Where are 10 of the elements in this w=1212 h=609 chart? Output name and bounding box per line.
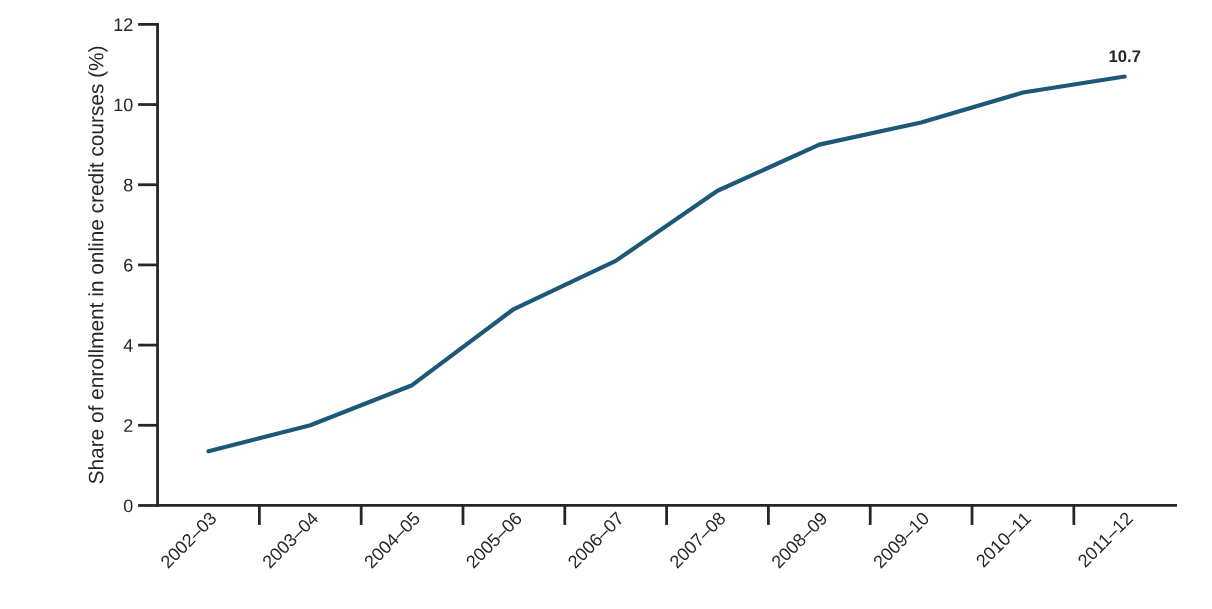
y-tick-label: 12 xyxy=(114,18,133,31)
y-tick-label: 2 xyxy=(124,419,133,432)
data-label: 10.7 xyxy=(1109,50,1141,63)
y-tick-label: 6 xyxy=(124,258,133,272)
y-tick-label: 8 xyxy=(124,178,133,192)
y-tick-label: 0 xyxy=(123,499,133,513)
y-tick-label: 4 xyxy=(123,339,133,352)
line-series xyxy=(206,74,1127,454)
y-tick-label: 10 xyxy=(114,98,133,112)
y-axis-title: Share of enrollment in online credit courses (%) xyxy=(88,46,108,484)
